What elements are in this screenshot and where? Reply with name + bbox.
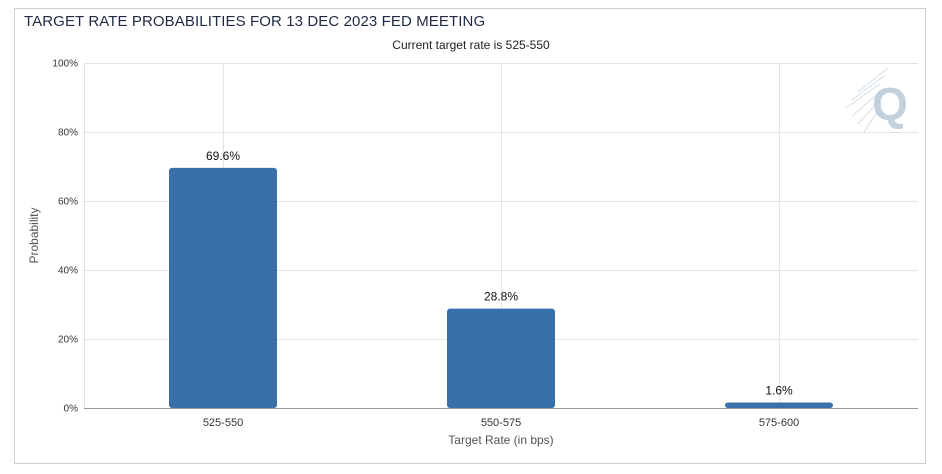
watermark-stripe (857, 99, 881, 125)
x-axis-title: Target Rate (in bps) (448, 433, 553, 447)
watermark-stripe (857, 67, 889, 93)
bar-525-550 (169, 167, 277, 408)
x-tick-label: 575-600 (759, 417, 799, 429)
watermark-stripe (851, 75, 885, 101)
x-tick-label: 550-575 (481, 417, 521, 429)
chart-subtitle: Current target rate is 525-550 (392, 38, 550, 52)
watermark-letter: Q (872, 78, 908, 130)
chart-title: TARGET RATE PROBABILITIES FOR 13 DEC 202… (24, 13, 486, 30)
y-tick-label: 20% (58, 335, 78, 346)
y-tick-label: 0% (64, 404, 79, 415)
y-tick-label: 40% (58, 266, 78, 277)
watermark-stripe (863, 107, 881, 133)
y-axis-title: Probability (27, 207, 41, 263)
bar-575-600 (725, 402, 833, 408)
x-tick-label: 525-550 (203, 417, 243, 429)
quikstrike-logo-watermark: Q (845, 67, 908, 133)
y-tick-label: 60% (58, 197, 78, 208)
y-tick-label: 100% (52, 59, 78, 70)
watermark-stripe (851, 91, 881, 117)
data-label: 28.8% (484, 290, 518, 304)
bars (169, 167, 833, 408)
watermark-stripe (845, 83, 881, 109)
labels: 0% 20% 40% 60% 80% 100% 69.6% 525-550 28.8% 550-5… (27, 59, 799, 448)
data-label: 1.6% (765, 383, 793, 397)
bar-550-575 (447, 308, 555, 408)
y-tick-label: 80% (58, 128, 78, 139)
data-label: 69.6% (206, 149, 240, 163)
